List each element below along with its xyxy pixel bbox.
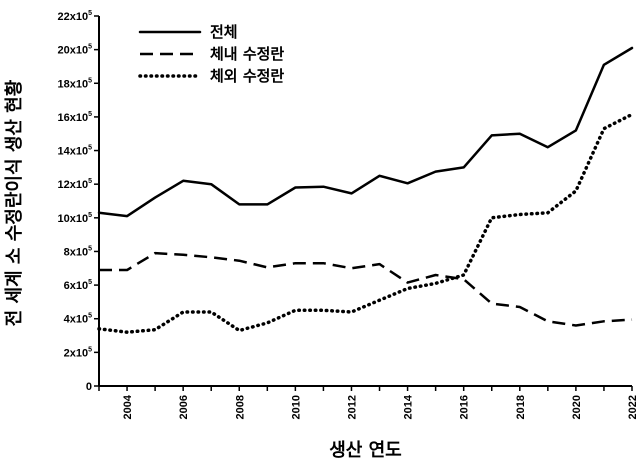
x-tick-label: 2008 [234, 395, 246, 419]
x-axis-ticks: 2004 2006 2008 2010 2012 2014 2016 2018 2020 2022 [98, 386, 639, 419]
legend-label: 체외 수정란 [210, 67, 284, 85]
legend-label: 전체 [210, 23, 238, 41]
y-tick-label: 2x105 [64, 346, 92, 359]
x-tick-label: 2022 [627, 395, 639, 419]
x-axis-title: 생산 연도 [329, 440, 402, 461]
x-tick-label: 2010 [290, 395, 302, 419]
y-tick-label: 20x105 [58, 44, 93, 57]
x-tick-label: 2020 [571, 395, 583, 419]
y-tick-label: 12x105 [58, 178, 93, 191]
x-tick-label: 2014 [403, 394, 415, 419]
x-tick-label: 2006 [178, 395, 190, 419]
y-tick-label: 8x105 [64, 245, 92, 258]
y-axis-title: 전 세계 소 수정란이식 생산 현황 [4, 79, 25, 326]
y-tick-label: 6x105 [64, 279, 92, 292]
y-tick-label: 22x105 [58, 10, 93, 23]
x-tick-label: 2016 [459, 395, 471, 419]
y-axis-ticks: 0 2x105 4x105 6x105 8x105 10x105 12x105 14x105 1… [58, 10, 99, 393]
series-line-3 [97, 112, 634, 334]
series-layer [97, 46, 634, 334]
x-tick-label: 2004 [122, 394, 134, 419]
y-tick-label: 4x105 [64, 313, 92, 326]
y-tick-label: 18x105 [58, 77, 93, 90]
series-line-1 [97, 46, 634, 218]
y-tick-label: 14x105 [58, 145, 93, 158]
y-tick-label: 16x105 [58, 111, 93, 124]
series-line-2 [99, 251, 633, 327]
legend-label: 체내 수정란 [210, 45, 284, 63]
y-tick-label: 10x105 [58, 212, 93, 225]
y-tick-label: 0 [86, 381, 92, 393]
x-tick-label: 2018 [515, 395, 527, 419]
x-tick-label: 2012 [346, 395, 358, 419]
